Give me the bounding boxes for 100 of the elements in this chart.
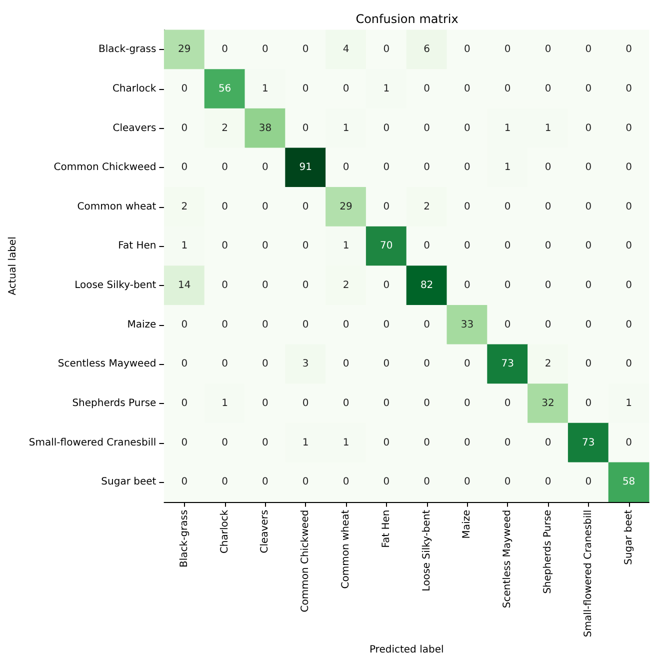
data-label: 0 <box>504 437 511 448</box>
data-label: 0 <box>222 437 228 448</box>
data-label: 0 <box>302 398 309 410</box>
data-label: 0 <box>262 398 268 410</box>
data-label: 0 <box>464 280 470 292</box>
data-label: 0 <box>181 358 188 370</box>
x-tick-label: Common Chickweed <box>300 510 312 612</box>
data-label: 0 <box>424 319 430 330</box>
data-label: 0 <box>464 476 470 488</box>
data-label: 0 <box>544 44 552 56</box>
data-label: 0 <box>302 122 309 134</box>
data-label: 0 <box>342 319 350 330</box>
data-label: 0 <box>383 476 390 488</box>
data-label: 0 <box>626 201 632 212</box>
y-tick-label: Shepherds Purse <box>72 398 156 410</box>
data-label: 0 <box>424 476 430 488</box>
data-label: 1 <box>544 122 552 134</box>
data-label: 0 <box>585 280 592 292</box>
y-tick-label: Loose Silky-bent <box>74 280 156 292</box>
data-label: 0 <box>585 240 592 252</box>
data-label: 0 <box>181 437 188 448</box>
data-label: 0 <box>626 240 632 252</box>
data-label: 0 <box>302 240 309 252</box>
data-label: 0 <box>424 122 430 134</box>
data-label: 0 <box>544 162 552 174</box>
data-label: 0 <box>504 201 511 212</box>
x-tick-label: Loose Silky-bent <box>421 510 432 592</box>
data-label: 1 <box>342 240 350 252</box>
data-label: 0 <box>464 44 470 56</box>
data-label: 0 <box>464 358 470 370</box>
data-label: 0 <box>222 240 228 252</box>
data-label: 0 <box>626 319 632 330</box>
data-label: 32 <box>542 398 554 410</box>
data-label: 0 <box>302 83 309 94</box>
data-label: 0 <box>342 476 350 488</box>
data-label: 56 <box>218 83 232 94</box>
x-tick-label: Maize <box>462 510 473 539</box>
data-label: 0 <box>585 398 592 410</box>
data-label: 0 <box>262 240 268 252</box>
data-label: 73 <box>501 358 514 370</box>
y-tick-label: Scentless Mayweed <box>58 358 156 370</box>
data-label: 1 <box>504 162 511 174</box>
data-label: 0 <box>181 398 188 410</box>
data-label: 0 <box>383 122 390 134</box>
data-label: 2 <box>222 122 228 134</box>
data-label: 0 <box>342 162 350 174</box>
data-label: 0 <box>222 201 228 212</box>
data-label: 2 <box>544 358 552 370</box>
data-label: 0 <box>262 358 268 370</box>
data-label: 0 <box>626 280 632 292</box>
data-label: 0 <box>464 201 470 212</box>
y-tick-label: Maize <box>127 319 156 330</box>
data-label: 0 <box>181 476 188 488</box>
data-label: 0 <box>504 83 511 94</box>
data-label: 1 <box>342 122 350 134</box>
x-tick-label: Small-flowered Cranesbill <box>582 510 594 638</box>
x-tick-label: Scentless Mayweed <box>502 510 514 608</box>
data-label: 70 <box>380 240 393 252</box>
data-label: 29 <box>340 201 352 212</box>
data-label: 0 <box>585 44 592 56</box>
data-label: 4 <box>342 44 350 56</box>
data-label: 91 <box>299 162 312 174</box>
data-label: 1 <box>383 83 390 94</box>
data-label: 0 <box>544 437 552 448</box>
data-label: 14 <box>178 280 191 292</box>
data-label: 2 <box>342 280 350 292</box>
data-label: 0 <box>262 437 268 448</box>
data-label: 0 <box>181 83 188 94</box>
data-label: 73 <box>582 437 595 448</box>
data-label: 1 <box>626 398 632 410</box>
data-label: 0 <box>181 162 188 174</box>
data-label: 0 <box>262 476 268 488</box>
data-label: 0 <box>262 44 268 56</box>
data-label: 0 <box>464 162 470 174</box>
data-label: 82 <box>420 280 434 292</box>
data-label: 0 <box>262 162 268 174</box>
data-label: 0 <box>544 280 552 292</box>
data-label: 0 <box>626 358 632 370</box>
data-label: 0 <box>626 122 632 134</box>
data-label: 0 <box>383 280 390 292</box>
y-tick-label: Fat Hen <box>118 240 156 252</box>
data-label: 0 <box>626 437 632 448</box>
y-axis-title: Actual label <box>8 236 18 296</box>
data-label: 0 <box>222 319 228 330</box>
y-tick-label: Cleavers <box>112 122 156 134</box>
data-label: 0 <box>262 319 268 330</box>
data-label: 0 <box>424 358 430 370</box>
data-label: 0 <box>626 44 632 56</box>
data-label: 0 <box>585 162 592 174</box>
y-tick-label: Charlock <box>112 83 156 94</box>
data-label: 0 <box>383 319 390 330</box>
data-label: 0 <box>464 122 470 134</box>
x-tick-label: Fat Hen <box>380 510 392 548</box>
data-label: 0 <box>504 476 511 488</box>
y-tick-label: Sugar beet <box>101 476 156 488</box>
x-axis-title: Predicted label <box>369 644 444 656</box>
data-label: 0 <box>464 437 470 448</box>
data-label: 0 <box>383 201 390 212</box>
data-label: 0 <box>585 201 592 212</box>
data-label: 0 <box>464 240 470 252</box>
